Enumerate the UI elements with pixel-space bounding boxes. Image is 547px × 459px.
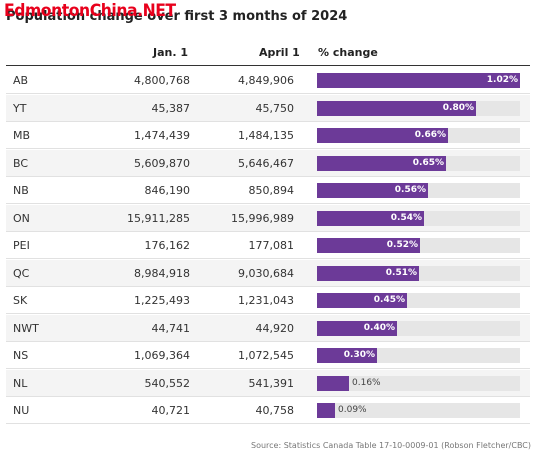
column-header-change: % change bbox=[318, 46, 378, 59]
jan-population: 176,162 bbox=[144, 239, 191, 252]
change-value-label: 0.30% bbox=[343, 350, 375, 360]
table-row: SK 1,225,493 1,231,043 0.45% bbox=[6, 287, 530, 314]
change-value-label: 1.02% bbox=[486, 75, 518, 85]
change-bar-track: 0.65% bbox=[317, 155, 520, 171]
change-bar-track: 0.16% bbox=[317, 375, 520, 391]
province-label: MB bbox=[13, 129, 31, 142]
april-population: 4,849,906 bbox=[238, 74, 294, 87]
april-population: 541,391 bbox=[248, 376, 295, 390]
april-population: 1,072,545 bbox=[238, 349, 294, 362]
change-bar bbox=[317, 375, 349, 391]
table-row: ON 15,911,285 15,996,989 0.54% bbox=[6, 204, 530, 232]
change-bar bbox=[317, 265, 419, 281]
change-value-label: 0.51% bbox=[385, 267, 417, 278]
change-value-label: 0.09% bbox=[338, 405, 367, 415]
table-row: PEI 176,162 177,081 0.52% bbox=[6, 232, 530, 259]
change-bar bbox=[317, 320, 397, 336]
jan-population: 5,609,870 bbox=[134, 156, 190, 170]
april-population: 5,646,467 bbox=[238, 156, 294, 170]
change-bar-track: 0.09% bbox=[317, 403, 520, 418]
table-row: MB 1,474,439 1,484,135 0.66% bbox=[6, 122, 530, 149]
april-population: 1,484,135 bbox=[238, 129, 294, 142]
province-label: NWT bbox=[13, 321, 39, 335]
change-value-label: 0.45% bbox=[373, 295, 405, 305]
change-bar-track: 0.52% bbox=[317, 238, 520, 253]
change-bar bbox=[317, 128, 448, 143]
change-value-label: 0.52% bbox=[386, 240, 418, 250]
change-bar bbox=[317, 238, 420, 253]
province-label: NU bbox=[13, 404, 30, 417]
change-value-label: 0.65% bbox=[412, 157, 444, 168]
province-label: YT bbox=[13, 101, 27, 115]
change-bar-track: 0.45% bbox=[317, 293, 520, 308]
april-population: 850,894 bbox=[248, 184, 295, 197]
table-row: QC 8,984,918 9,030,684 0.51% bbox=[6, 259, 530, 287]
province-label: ON bbox=[13, 211, 30, 225]
april-population: 40,758 bbox=[255, 404, 295, 417]
change-bar-track: 1.02% bbox=[317, 73, 520, 88]
change-bar bbox=[317, 100, 476, 116]
province-label: SK bbox=[13, 294, 28, 307]
april-population: 45,750 bbox=[255, 101, 295, 115]
april-population: 44,920 bbox=[255, 321, 295, 335]
april-population: 9,030,684 bbox=[238, 266, 294, 280]
province-label: NL bbox=[13, 376, 28, 390]
april-population: 177,081 bbox=[248, 239, 295, 252]
table-row: NB 846,190 850,894 0.56% bbox=[6, 177, 530, 204]
column-header-april: April 1 bbox=[259, 46, 300, 59]
change-bar bbox=[317, 210, 424, 226]
change-value-label: 0.66% bbox=[414, 130, 446, 140]
jan-population: 1,069,364 bbox=[134, 349, 190, 362]
header-divider bbox=[6, 65, 530, 66]
change-bar-track: 0.56% bbox=[317, 183, 520, 198]
jan-population: 846,190 bbox=[144, 184, 191, 197]
column-header-jan: Jan. 1 bbox=[153, 46, 189, 59]
province-label: BC bbox=[13, 156, 29, 170]
jan-population: 44,741 bbox=[151, 321, 191, 335]
april-population: 1,231,043 bbox=[238, 294, 294, 307]
jan-population: 1,225,493 bbox=[134, 294, 190, 307]
change-bar-track: 0.51% bbox=[317, 265, 520, 281]
jan-population: 1,474,439 bbox=[134, 129, 190, 142]
jan-population: 45,387 bbox=[151, 101, 191, 115]
table-row: NL 540,552 541,391 0.16% bbox=[6, 369, 530, 397]
table-row: NU 40,721 40,758 0.09% bbox=[6, 397, 530, 424]
change-bar-track: 0.80% bbox=[317, 100, 520, 116]
change-bar bbox=[317, 403, 335, 418]
change-value-label: 0.16% bbox=[352, 377, 381, 388]
change-value-label: 0.40% bbox=[363, 322, 395, 333]
province-label: NB bbox=[13, 184, 29, 197]
province-label: PEI bbox=[13, 239, 30, 252]
change-bar bbox=[317, 183, 428, 198]
chart-title: Population change over first 3 months of… bbox=[6, 9, 348, 24]
table-row: BC 5,609,870 5,646,467 0.65% bbox=[6, 149, 530, 177]
source-note: Source: Statistics Canada Table 17-10-00… bbox=[250, 441, 531, 450]
jan-population: 8,984,918 bbox=[134, 266, 190, 280]
jan-population: 15,911,285 bbox=[127, 211, 190, 225]
table-row: YT 45,387 45,750 0.80% bbox=[6, 94, 530, 122]
change-bar-track: 0.66% bbox=[317, 128, 520, 143]
change-bar bbox=[317, 73, 520, 88]
change-bar-track: 0.30% bbox=[317, 348, 520, 363]
change-bar bbox=[317, 155, 446, 171]
table-row: NS 1,069,364 1,072,545 0.30% bbox=[6, 342, 530, 369]
province-label: NS bbox=[13, 349, 29, 362]
table-row: NWT 44,741 44,920 0.40% bbox=[6, 314, 530, 342]
province-label: AB bbox=[13, 74, 29, 87]
change-bar bbox=[317, 348, 377, 363]
change-value-label: 0.80% bbox=[442, 102, 474, 113]
change-bar-track: 0.40% bbox=[317, 320, 520, 336]
april-population: 15,996,989 bbox=[231, 211, 294, 225]
province-label: QC bbox=[13, 266, 30, 280]
change-bar bbox=[317, 293, 407, 308]
site-watermark: EdmontonChina.NET bbox=[4, 1, 176, 21]
change-value-label: 0.54% bbox=[390, 212, 422, 223]
jan-population: 40,721 bbox=[151, 404, 191, 417]
change-bar-track: 0.54% bbox=[317, 210, 520, 226]
jan-population: 540,552 bbox=[144, 376, 191, 390]
change-value-label: 0.56% bbox=[394, 185, 426, 195]
jan-population: 4,800,768 bbox=[134, 74, 190, 87]
table-row: AB 4,800,768 4,849,906 1.02% bbox=[6, 67, 530, 94]
